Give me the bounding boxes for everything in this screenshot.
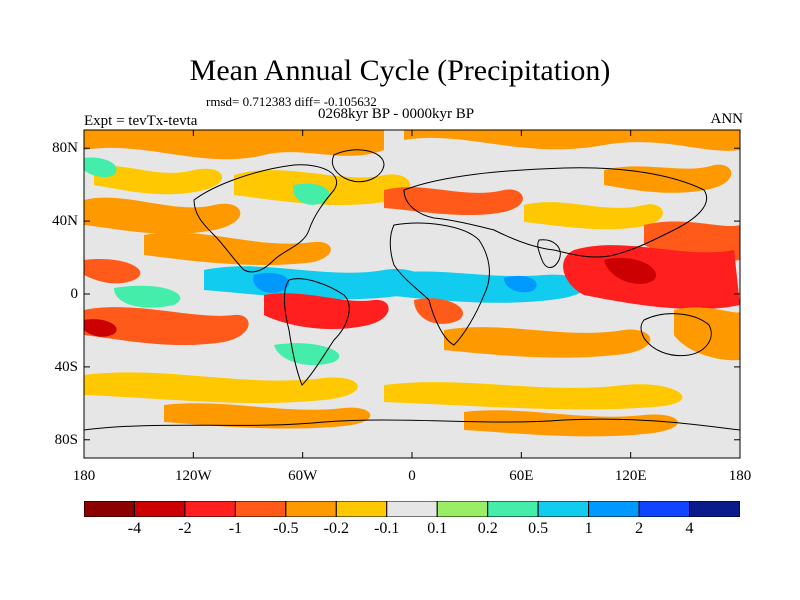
x-tick-label: 120W [174, 468, 212, 484]
contour-region [404, 130, 740, 151]
colorbar-label: 0.1 [427, 520, 448, 537]
colorbar-label: -1 [228, 520, 243, 537]
contour-region [84, 197, 241, 234]
period-label: 0268kyr BP - 0000kyr BP [318, 106, 475, 122]
x-tick-label: 180 [72, 468, 96, 484]
contour-region [524, 202, 663, 230]
colorbar-label: -0.2 [323, 520, 349, 537]
colorbar-swatch [436, 501, 489, 517]
contour-region [84, 130, 384, 160]
colorbar-label: 0.5 [528, 520, 549, 537]
contour-region [114, 285, 181, 308]
chart-title: Mean Annual Cycle (Precipitation) [189, 54, 611, 87]
colorbar-swatch [689, 501, 740, 517]
experiment-label: Expt = tevTx-tevta [84, 113, 198, 129]
colorbar-swatch [84, 501, 135, 517]
contour-fill-layer [84, 130, 740, 437]
precipitation-difference-map [84, 130, 740, 458]
contour-region [384, 187, 523, 216]
colorbar-swatch [537, 501, 590, 517]
y-tick-label: 0 [70, 286, 79, 302]
colorbar-label: -4 [127, 520, 142, 537]
x-tick-label: 60E [509, 468, 534, 484]
x-tick-label: 180 [728, 468, 752, 484]
contour-region [84, 157, 117, 178]
y-tick-label: 40N [52, 213, 78, 230]
colorbar-label: -0.5 [273, 520, 299, 537]
colorbar-swatch [386, 501, 438, 517]
india-outline [537, 239, 561, 268]
colorbar-swatch [487, 501, 539, 517]
y-tick-label: 80S [54, 431, 78, 448]
colorbar-label: 1 [584, 520, 593, 537]
season-label: ANN [710, 111, 744, 127]
colorbar-swatch [133, 501, 186, 517]
y-tick-label: 80N [52, 140, 78, 157]
contour-region [144, 232, 331, 265]
colorbar-label: -0.1 [374, 520, 400, 537]
contour-region [604, 164, 732, 193]
colorbar [84, 501, 740, 517]
colorbar-label: -2 [178, 520, 192, 537]
colorbar-swatch [184, 501, 236, 517]
colorbar-swatch [638, 501, 691, 517]
colorbar-swatch [335, 501, 388, 517]
contour-region [414, 298, 463, 324]
colorbar-swatch [234, 501, 287, 517]
x-tick-label: 0 [408, 468, 416, 484]
y-tick-label: 40S [54, 358, 78, 375]
colorbar-label: 0.2 [477, 520, 498, 537]
contour-region [384, 382, 683, 410]
x-tick-label: 120E [614, 468, 647, 484]
stats-label: rmsd= 0.712383 diff= -0.105632 [206, 94, 377, 109]
x-tick-label: 60W [288, 468, 318, 484]
contour-region [464, 410, 678, 437]
colorbar-swatch [285, 501, 337, 517]
contour-region [264, 293, 389, 330]
contour-region [84, 372, 358, 404]
colorbar-label: 4 [685, 520, 694, 537]
colorbar-swatch [588, 501, 640, 517]
contour-region [444, 327, 651, 358]
contour-region [674, 307, 740, 361]
map-canvas [84, 130, 740, 437]
colorbar-label: 2 [635, 520, 644, 537]
contour-region [84, 259, 141, 284]
